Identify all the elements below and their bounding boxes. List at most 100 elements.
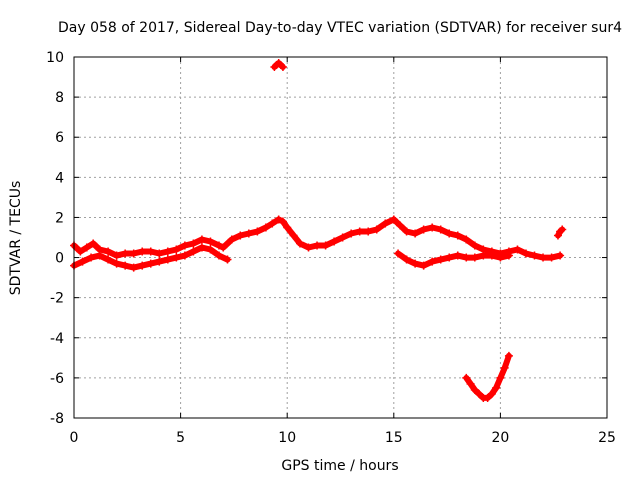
data-points xyxy=(70,59,567,402)
data-point xyxy=(428,223,437,232)
data-point xyxy=(470,241,479,250)
data-point xyxy=(428,257,437,266)
data-point xyxy=(500,363,509,372)
data-point xyxy=(462,253,471,262)
data-point xyxy=(189,239,198,248)
data-point xyxy=(530,251,539,260)
data-point xyxy=(112,259,121,268)
data-point xyxy=(419,225,428,234)
x-tick-label: 25 xyxy=(598,430,616,446)
data-point xyxy=(214,241,223,250)
x-tick-label: 15 xyxy=(385,430,403,446)
series-trace xyxy=(463,352,512,401)
x-axis-label: GPS time / hours xyxy=(281,458,398,474)
data-point xyxy=(483,393,492,402)
grid xyxy=(73,56,608,419)
data-point xyxy=(521,249,530,258)
data-point xyxy=(470,253,479,262)
data-point xyxy=(172,245,181,254)
series-spike-cluster xyxy=(270,59,287,72)
data-point xyxy=(347,229,356,238)
data-point xyxy=(504,351,513,360)
data-point xyxy=(389,215,398,224)
data-point xyxy=(445,253,454,262)
data-point xyxy=(396,221,405,230)
data-point xyxy=(104,247,113,256)
data-point xyxy=(462,373,471,382)
data-point xyxy=(163,255,172,264)
data-point xyxy=(214,251,223,260)
data-point xyxy=(445,229,454,238)
data-point xyxy=(155,249,164,258)
data-point xyxy=(146,247,155,256)
data-point xyxy=(504,251,513,260)
y-tick-label: -2 xyxy=(50,291,64,307)
data-point xyxy=(253,227,262,236)
data-point xyxy=(304,243,313,252)
x-tick-label: 10 xyxy=(278,430,296,446)
data-point xyxy=(556,251,565,260)
data-point xyxy=(402,255,411,264)
chart-title: Day 058 of 2017, Sidereal Day-to-day VTE… xyxy=(58,20,622,36)
data-point xyxy=(146,259,155,268)
data-point xyxy=(78,257,87,266)
y-tick-label: -8 xyxy=(50,411,64,427)
data-point xyxy=(206,245,215,254)
data-point xyxy=(180,241,189,250)
y-tick-label: 2 xyxy=(55,210,64,226)
series-negative-arc xyxy=(462,351,513,402)
data-point xyxy=(121,249,130,258)
x-tick-label: 0 xyxy=(70,430,79,446)
data-point xyxy=(219,243,228,252)
data-point xyxy=(381,219,390,228)
data-point xyxy=(268,219,277,228)
data-point xyxy=(76,247,85,256)
data-point xyxy=(479,251,488,260)
data-point xyxy=(487,251,496,260)
data-point xyxy=(475,389,484,398)
data-point xyxy=(206,237,215,246)
data-point xyxy=(330,237,339,246)
data-point xyxy=(283,223,292,232)
data-point xyxy=(419,261,428,270)
data-point xyxy=(453,231,462,240)
x-tick-label: 20 xyxy=(491,430,509,446)
tick-labels: 0 5 10 15 20 25 -8 -6 -4 -2 0 2 4 6 8 10 xyxy=(46,50,616,446)
plot-frame xyxy=(73,56,608,419)
data-point xyxy=(278,63,287,72)
y-tick-label: -4 xyxy=(50,331,64,347)
data-point xyxy=(411,259,420,268)
data-point xyxy=(411,229,420,238)
data-point xyxy=(558,225,567,234)
data-point xyxy=(466,379,475,388)
data-point xyxy=(355,227,364,236)
data-point xyxy=(402,227,411,236)
data-point xyxy=(453,251,462,260)
data-point xyxy=(539,253,548,262)
data-point xyxy=(492,383,501,392)
data-point xyxy=(244,229,253,238)
series-late-cluster xyxy=(553,225,567,240)
data-point xyxy=(470,385,479,394)
y-tick-label: 4 xyxy=(55,170,64,186)
data-point xyxy=(553,231,562,240)
data-point xyxy=(338,233,347,242)
data-point xyxy=(289,231,298,240)
data-point xyxy=(95,251,104,260)
data-point xyxy=(227,235,236,244)
data-point xyxy=(138,261,147,270)
y-tick-label: 6 xyxy=(55,130,64,146)
series-secondary-band xyxy=(394,249,513,270)
data-point xyxy=(236,231,245,240)
data-point xyxy=(394,249,403,258)
data-point xyxy=(197,243,206,252)
x-tick-label: 5 xyxy=(176,430,185,446)
data-point xyxy=(364,227,373,236)
data-point xyxy=(163,247,172,256)
data-point xyxy=(372,225,381,234)
data-point xyxy=(197,235,206,244)
y-axis-label: SDTVAR / TECUs xyxy=(8,181,24,296)
data-point xyxy=(172,253,181,262)
data-point xyxy=(436,255,445,264)
data-point xyxy=(129,263,138,272)
